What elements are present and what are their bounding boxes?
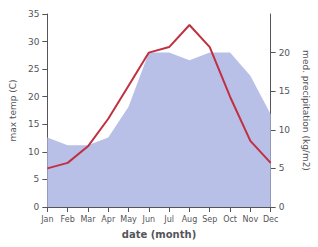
svg-text:10: 10: [28, 147, 40, 157]
svg-text:Feb: Feb: [61, 215, 75, 224]
svg-text:10: 10: [279, 125, 291, 135]
svg-text:20: 20: [28, 92, 40, 102]
svg-text:0: 0: [279, 202, 285, 212]
svg-text:max temp (C): max temp (C): [8, 79, 18, 141]
svg-text:30: 30: [28, 37, 40, 47]
svg-text:Jun: Jun: [142, 215, 156, 224]
svg-text:May: May: [120, 215, 137, 224]
svg-text:Nov: Nov: [243, 215, 259, 224]
svg-text:Oct: Oct: [223, 215, 237, 224]
svg-text:20: 20: [279, 48, 291, 58]
svg-text:5: 5: [279, 163, 285, 173]
svg-text:5: 5: [34, 174, 40, 184]
svg-text:Apr: Apr: [101, 215, 116, 224]
svg-text:Jul: Jul: [163, 215, 174, 224]
svg-text:0: 0: [34, 202, 40, 212]
svg-text:Dec: Dec: [263, 215, 278, 224]
svg-text:date (month): date (month): [122, 229, 196, 240]
svg-text:Mar: Mar: [80, 215, 96, 224]
svg-text:Sep: Sep: [202, 215, 217, 224]
svg-text:Jan: Jan: [40, 215, 53, 224]
svg-text:15: 15: [28, 119, 39, 129]
svg-text:25: 25: [28, 64, 39, 74]
svg-text:Aug: Aug: [182, 215, 198, 224]
svg-text:15: 15: [279, 86, 290, 96]
svg-text:med. precipitation (kg/m2): med. precipitation (kg/m2): [301, 50, 311, 171]
svg-text:35: 35: [28, 9, 39, 19]
